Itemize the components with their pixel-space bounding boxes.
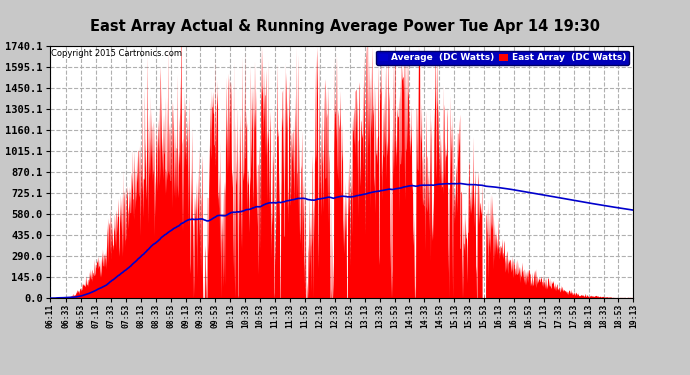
Text: Copyright 2015 Cartronics.com: Copyright 2015 Cartronics.com: [51, 49, 182, 58]
Text: East Array Actual & Running Average Power Tue Apr 14 19:30: East Array Actual & Running Average Powe…: [90, 19, 600, 34]
Legend: Average  (DC Watts), East Array  (DC Watts): Average (DC Watts), East Array (DC Watts…: [376, 51, 629, 65]
